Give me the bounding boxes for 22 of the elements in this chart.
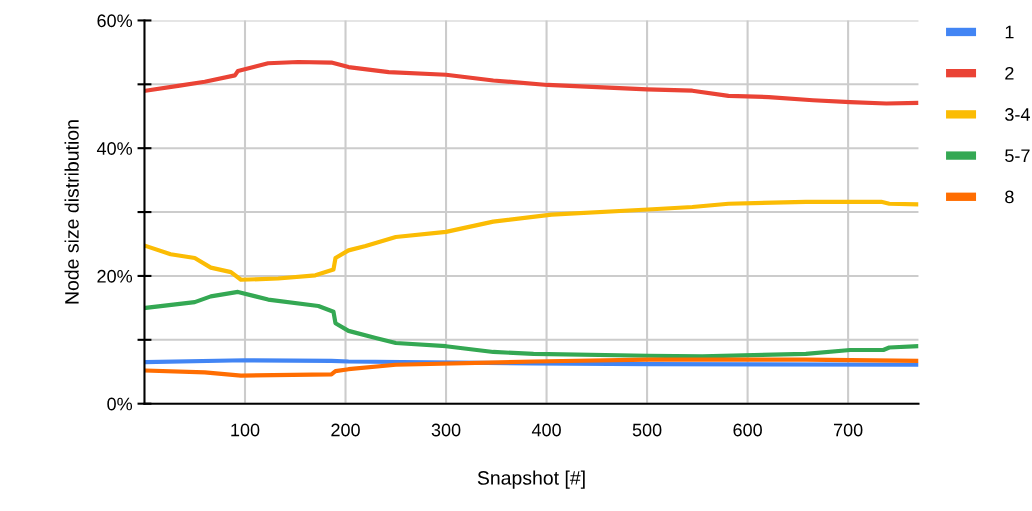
x-tick-label: 300 xyxy=(431,423,461,437)
y-tick-label: 60% xyxy=(97,14,133,28)
legend-label: 1 xyxy=(1005,25,1014,39)
x-tick-label: 500 xyxy=(632,423,662,437)
legend-label: 8 xyxy=(1005,190,1014,204)
line-series xyxy=(144,289,919,359)
line-series xyxy=(144,59,919,106)
x-tick-label: 600 xyxy=(733,423,762,437)
legend-label: 5-7 xyxy=(1005,149,1030,163)
legend-label: 3-4 xyxy=(1005,108,1030,121)
x-tick-label: 200 xyxy=(331,423,360,437)
y-axis-title: Node size distribution xyxy=(64,120,79,304)
line-series xyxy=(144,199,919,282)
legend-label: 2 xyxy=(1005,66,1014,80)
x-tick-label: 100 xyxy=(231,423,260,437)
x-axis-title: Snapshot [#] xyxy=(477,470,585,489)
x-tick-label: 400 xyxy=(531,423,561,437)
y-tick-label: 20% xyxy=(97,269,133,283)
y-tick-label: 0% xyxy=(107,397,133,411)
x-tick-label: 700 xyxy=(833,423,863,437)
y-tick-label: 40% xyxy=(96,142,133,155)
line-series xyxy=(144,357,919,378)
